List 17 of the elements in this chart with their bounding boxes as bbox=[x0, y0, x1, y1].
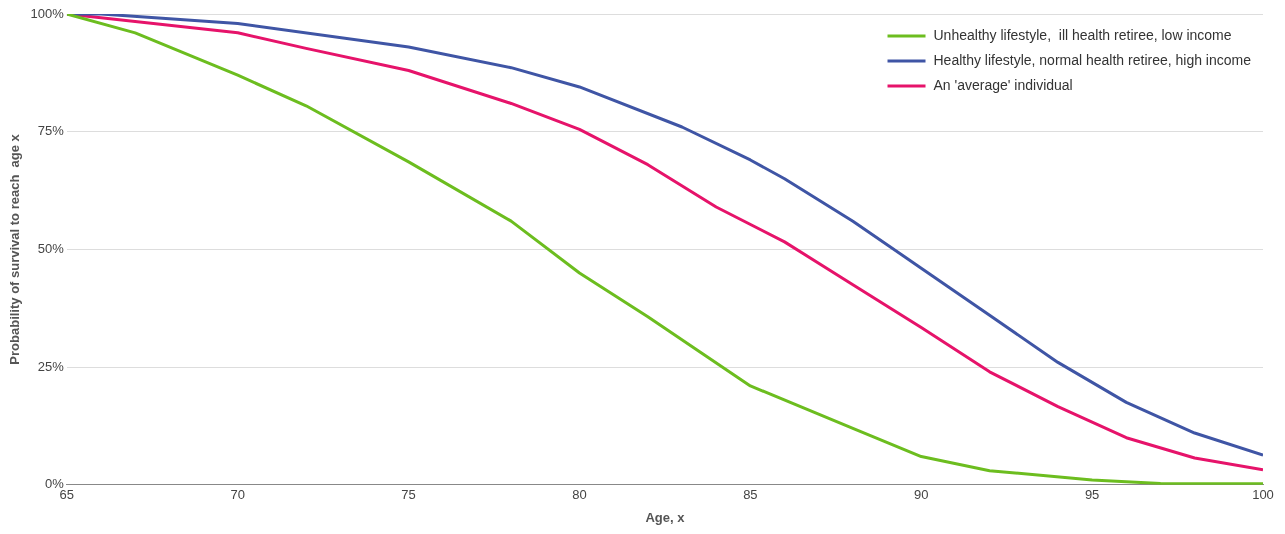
legend-label: Healthy lifestyle, normal health retiree, high income bbox=[933, 51, 1252, 68]
x-tick-label: 75 bbox=[401, 487, 416, 503]
y-tick-label: 25% bbox=[37, 358, 65, 374]
x-tick-label: 80 bbox=[572, 487, 587, 503]
x-axis-title: Age, x bbox=[645, 509, 686, 525]
y-tick-label: 100% bbox=[30, 5, 65, 21]
x-tick-label: 95 bbox=[1084, 487, 1100, 503]
x-tick-label: 70 bbox=[230, 487, 245, 503]
y-tick-label: 75% bbox=[37, 123, 65, 139]
x-tick-label: 85 bbox=[743, 487, 758, 503]
x-tick-label: 100 bbox=[1252, 487, 1274, 503]
x-tick-label: 90 bbox=[914, 487, 929, 503]
y-tick-label: 50% bbox=[37, 240, 65, 256]
legend-label: Unhealthy lifestyle, ill health retiree, low income bbox=[933, 26, 1232, 43]
y-axis-title: Probability of survival to reach age x bbox=[7, 133, 23, 365]
legend-label: An 'average' individual bbox=[933, 76, 1073, 93]
x-tick-label: 65 bbox=[59, 487, 75, 503]
